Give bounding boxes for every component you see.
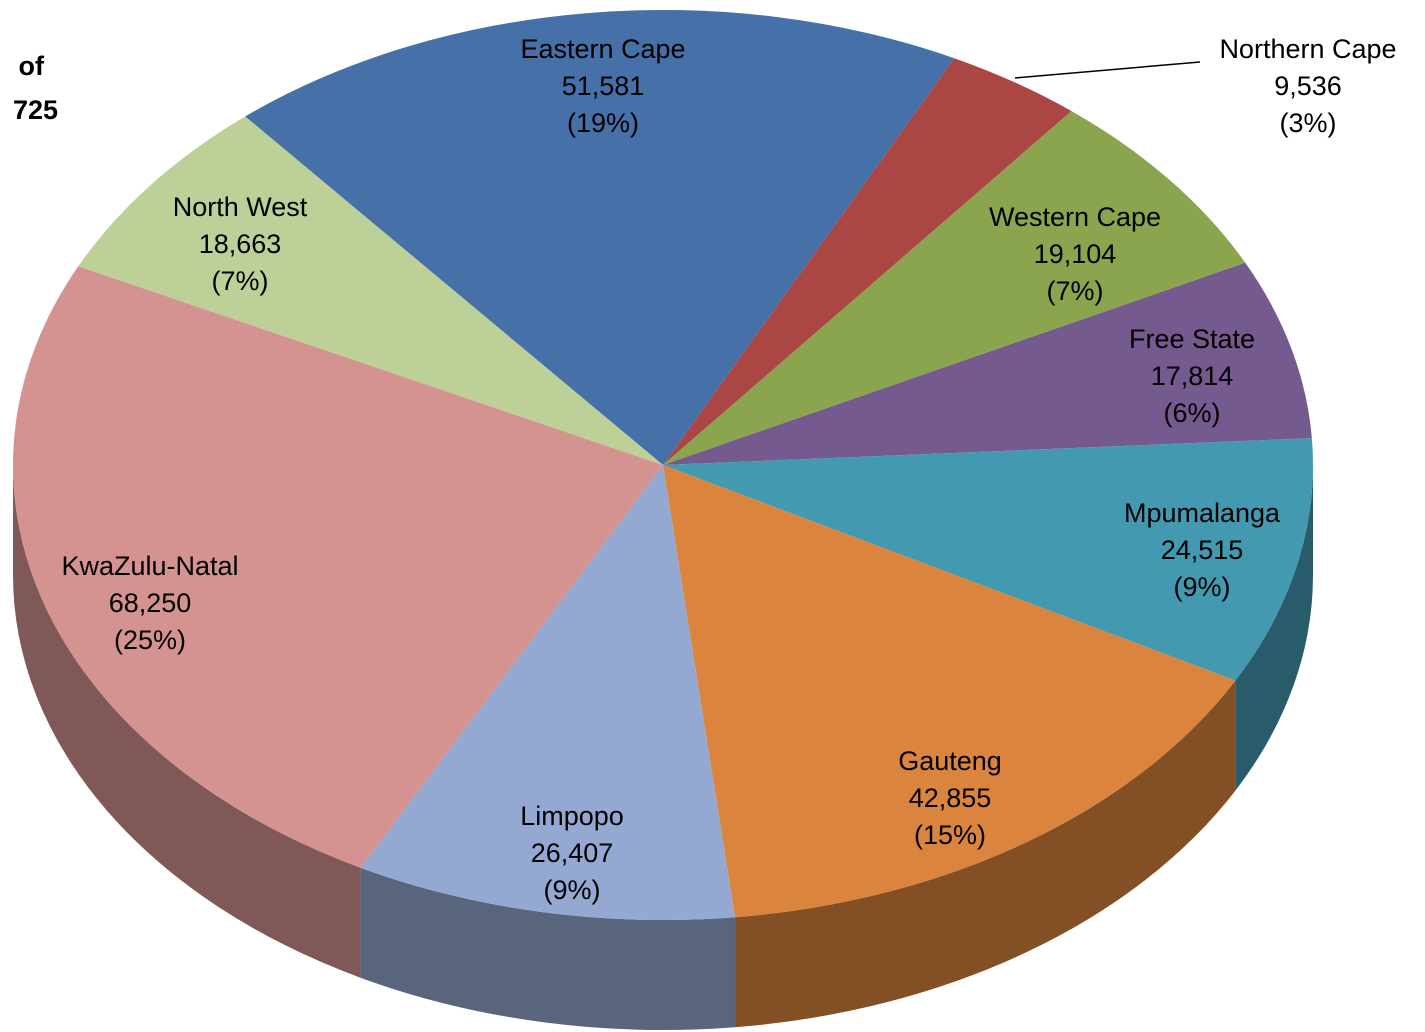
- slice: [663, 58, 1072, 465]
- slice-label: Northern Cape: [1219, 34, 1396, 64]
- slice: [360, 465, 736, 920]
- slice-side: [1235, 465, 1313, 791]
- slice-label: Mpumalanga: [1124, 498, 1281, 528]
- slice: [663, 262, 1312, 465]
- slice-label: North West: [173, 192, 308, 222]
- slice-label: Free State: [1129, 324, 1255, 354]
- value-label: 42,855: [909, 783, 992, 813]
- slice: [245, 9, 955, 465]
- slice-side: [13, 465, 361, 978]
- percent-label: (9%): [543, 875, 600, 905]
- percent-label: (6%): [1163, 398, 1220, 428]
- slice-label: Limpopo: [520, 801, 624, 831]
- slice: [78, 116, 663, 466]
- value-label: 9,536: [1274, 71, 1342, 101]
- slice-label: Western Cape: [989, 202, 1161, 232]
- percent-label: (9%): [1173, 572, 1230, 602]
- value-label: 17,814: [1151, 361, 1234, 391]
- percent-label: (3%): [1279, 108, 1336, 138]
- chart-title: 725: [13, 95, 58, 125]
- slice-label: KwaZulu-Natal: [61, 551, 238, 581]
- slice: [663, 111, 1246, 466]
- percent-label: (7%): [1046, 276, 1103, 306]
- percent-label: (19%): [567, 108, 639, 138]
- leader-line: [1014, 61, 1201, 79]
- slice: [12, 266, 664, 868]
- percent-label: (7%): [211, 266, 268, 296]
- percent-label: (25%): [114, 625, 186, 655]
- percent-label: (15%): [914, 820, 986, 850]
- slice: [663, 465, 1236, 918]
- value-label: 24,515: [1161, 535, 1244, 565]
- value-label: 19,104: [1034, 239, 1117, 269]
- slice-side: [360, 867, 736, 1030]
- slice-label: Gauteng: [898, 746, 1002, 776]
- slice-side: [735, 680, 1236, 1028]
- value-label: 18,663: [199, 229, 282, 259]
- slice-label: Eastern Cape: [520, 34, 685, 64]
- value-label: 68,250: [109, 588, 192, 618]
- slice: [663, 438, 1313, 681]
- chart-title: of: [19, 51, 45, 81]
- value-label: 51,581: [562, 71, 645, 101]
- value-label: 26,407: [531, 838, 614, 868]
